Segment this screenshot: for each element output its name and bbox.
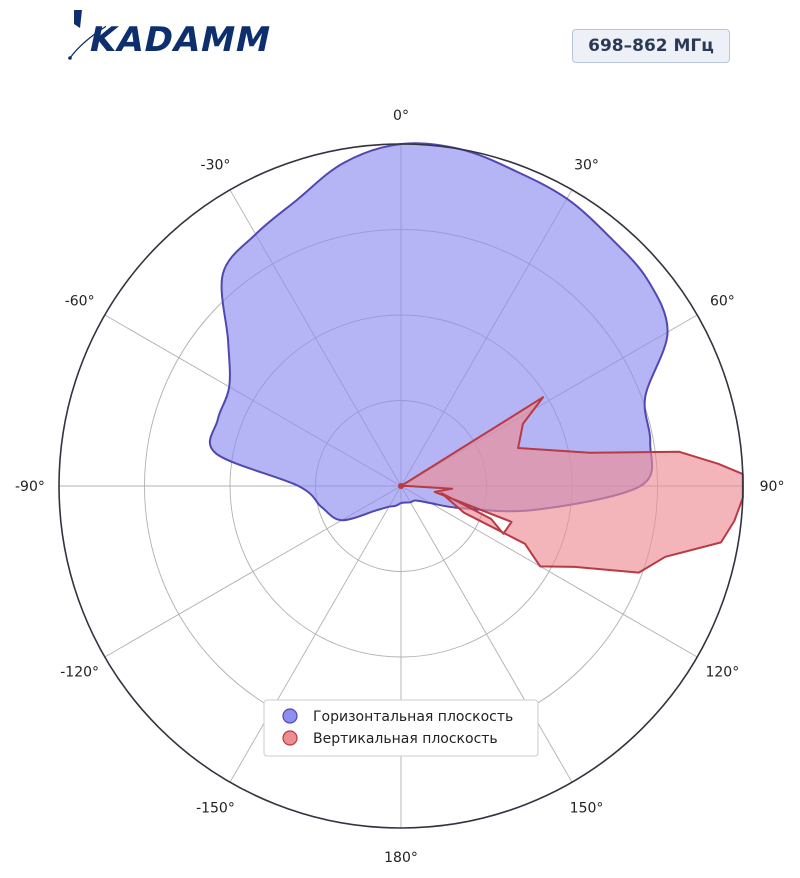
tick-label: 30° bbox=[574, 158, 599, 174]
series-horizontal-plane bbox=[208, 142, 669, 522]
origin-point bbox=[398, 483, 404, 489]
legend-marker-vertical bbox=[282, 730, 298, 746]
legend-marker-horizontal bbox=[282, 708, 298, 724]
kadamm-logo bbox=[66, 6, 266, 62]
tick-label: 120° bbox=[705, 665, 739, 681]
tick-label: -120° bbox=[60, 665, 99, 681]
series-vertical-plane bbox=[400, 396, 744, 574]
tick-label: -90° bbox=[15, 479, 45, 495]
legend-label-horizontal: Горизонтальная плоскость bbox=[313, 709, 513, 725]
tick-label: -30° bbox=[201, 158, 231, 174]
angle-tick-labels: 0° 30° 60° 90° 120° 150° 180° -150° -120° -90° -60… bbox=[15, 108, 784, 866]
legend-box bbox=[263, 699, 539, 757]
polar-frame bbox=[58, 143, 744, 829]
tick-label: 60° bbox=[710, 293, 735, 309]
tick-label: -150° bbox=[196, 800, 235, 816]
legend-label-vertical: Вертикальная плоскость bbox=[313, 731, 498, 747]
legend: Горизонтальная плоскость Вертикальная пл… bbox=[263, 699, 539, 757]
series-layer bbox=[208, 142, 744, 574]
outer-ring bbox=[58, 143, 744, 829]
tick-label: 150° bbox=[570, 800, 604, 816]
frequency-band-badge: 698–862 МГц bbox=[572, 29, 730, 63]
tick-label: -60° bbox=[65, 293, 95, 309]
tick-label: 180° bbox=[384, 850, 418, 866]
tick-label: 90° bbox=[760, 479, 785, 495]
tick-label: 0° bbox=[393, 108, 409, 124]
